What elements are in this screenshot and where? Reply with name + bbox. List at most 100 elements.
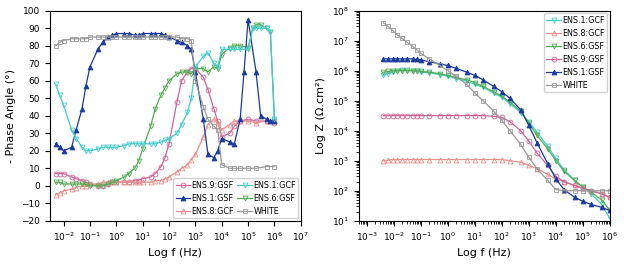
ENS.9:GSF [214, 119, 222, 122]
ENS.1:GSF [463, 70, 470, 74]
ENS.9:GSF [188, 67, 195, 70]
ENS.9:GSF [409, 114, 417, 117]
ENS.8:GCF [183, 163, 191, 166]
WHITE [263, 165, 270, 168]
ENS.1:GSF [426, 60, 433, 63]
ENS.8:GCF [105, 181, 112, 184]
ENS.1:GSF [188, 48, 195, 51]
WHITE [271, 165, 278, 168]
ENS.1:GCF [249, 27, 256, 30]
ENS.8:GCF [99, 181, 106, 184]
WHITE [587, 189, 595, 192]
ENS.9:GSF [210, 107, 218, 110]
ENS.9:GSF [105, 182, 112, 186]
Legend: ENS.1:GCF, ENS.8:GCF, ENS.6:GSF, ENS.9:GSF, ENS.1:GSF, WHITE: ENS.1:GCF, ENS.8:GCF, ENS.6:GSF, ENS.9:G… [544, 13, 607, 92]
WHITE [571, 189, 578, 192]
ENS.6:GSF [200, 67, 207, 70]
ENS.6:GSF [68, 182, 76, 186]
WHITE [245, 167, 252, 170]
Line: ENS.1:GCF: ENS.1:GCF [53, 26, 277, 153]
ENS.8:GCF [498, 158, 505, 161]
Line: ENS.9:GSF: ENS.9:GSF [53, 66, 277, 188]
WHITE [525, 156, 533, 159]
ENS.8:GCF [534, 167, 541, 170]
ENS.8:GCF [598, 192, 605, 195]
ENS.9:GSF [231, 125, 238, 128]
ENS.9:GSF [490, 115, 497, 118]
ENS.9:GSF [56, 172, 63, 175]
ENS.6:GSF [587, 191, 595, 194]
ENS.1:GCF [52, 83, 59, 86]
ENS.1:GSF [236, 118, 244, 121]
ENS.6:GSF [471, 81, 479, 84]
ENS.8:GCF [236, 119, 244, 122]
ENS.6:GSF [192, 67, 199, 70]
WHITE [506, 129, 514, 132]
ENS.1:GCF [152, 142, 159, 145]
ENS.6:GSF [183, 70, 191, 74]
ENS.1:GCF [56, 93, 63, 96]
ENS.6:GSF [452, 76, 460, 79]
ENS.1:GSF [560, 188, 568, 191]
ENS.8:GCF [571, 184, 578, 187]
ENS.8:GCF [544, 173, 552, 176]
ENS.6:GSF [389, 69, 396, 72]
ENS.1:GSF [218, 137, 225, 140]
ENS.6:GSF [393, 69, 401, 72]
ENS.6:GSF [417, 70, 425, 73]
WHITE [579, 189, 587, 192]
WHITE [82, 37, 90, 40]
ENS.6:GSF [112, 179, 120, 182]
Line: ENS.1:GCF: ENS.1:GCF [381, 68, 612, 221]
ENS.9:GSF [393, 114, 401, 117]
WHITE [188, 39, 195, 42]
ENS.9:GSF [68, 176, 76, 179]
ENS.1:GSF [587, 203, 595, 206]
ENS.1:GCF [560, 168, 568, 171]
WHITE [78, 37, 85, 40]
ENS.8:GCF [56, 191, 63, 194]
ENS.6:GSF [82, 182, 90, 186]
ENS.8:GCF [131, 181, 139, 184]
ENS.9:GSF [403, 114, 411, 117]
ENS.1:GCF [218, 48, 225, 51]
ENS.9:GSF [52, 172, 59, 175]
ENS.8:GCF [120, 181, 128, 184]
ENS.8:GCF [86, 182, 94, 186]
WHITE [99, 35, 106, 39]
ENS.9:GSF [436, 114, 444, 117]
ENS.8:GCF [226, 123, 233, 126]
ENS.8:GCF [135, 181, 142, 184]
ENS.9:GSF [506, 120, 514, 123]
ENS.1:GCF [463, 79, 470, 83]
ENS.1:GCF [99, 146, 106, 149]
ENS.1:GCF [471, 83, 479, 86]
ENS.6:GSF [271, 119, 278, 122]
ENS.6:GSF [99, 184, 106, 187]
WHITE [218, 163, 225, 166]
ENS.1:GSF [517, 108, 525, 111]
ENS.1:GSF [72, 128, 80, 131]
ENS.1:GSF [56, 146, 63, 149]
ENS.1:GSF [139, 32, 147, 35]
ENS.9:GSF [560, 180, 568, 183]
WHITE [452, 75, 460, 78]
ENS.8:GCF [152, 179, 159, 182]
ENS.6:GSF [479, 85, 487, 88]
ENS.9:GSF [135, 179, 142, 182]
WHITE [157, 35, 165, 39]
WHITE [598, 189, 605, 192]
ENS.9:GSF [517, 129, 525, 132]
ENS.9:GSF [120, 181, 128, 184]
ENS.1:GCF [200, 55, 207, 58]
ENS.1:GCF [131, 142, 139, 145]
ENS.1:GSF [86, 65, 94, 68]
ENS.1:GCF [544, 145, 552, 148]
ENS.6:GSF [398, 69, 406, 72]
Line: ENS.9:GSF: ENS.9:GSF [381, 113, 612, 200]
ENS.6:GSF [252, 23, 260, 26]
ENS.6:GSF [544, 147, 552, 150]
ENS.9:GSF [271, 121, 278, 124]
ENS.1:GCF [68, 128, 76, 131]
ENS.1:GCF [257, 27, 265, 30]
